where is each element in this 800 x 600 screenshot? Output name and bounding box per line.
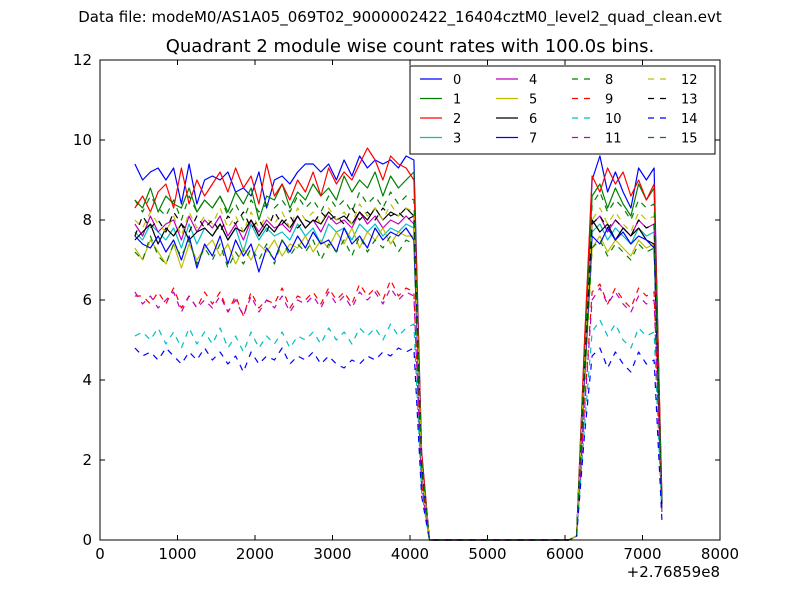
y-tick-label: 0 bbox=[82, 531, 92, 549]
x-tick-label: 3000 bbox=[313, 545, 351, 563]
legend-label-5: 5 bbox=[529, 93, 537, 108]
series-line-1 bbox=[134, 171, 663, 541]
x-tick-label: 6000 bbox=[546, 545, 584, 563]
series-layer bbox=[134, 147, 663, 541]
x-tick-label: 0 bbox=[95, 545, 105, 563]
data-file-title: Data file: modeM0/AS1A05_069T02_90000024… bbox=[78, 8, 722, 26]
x-tick-label: 7000 bbox=[623, 545, 661, 563]
x-offset-label: +2.76859e8 bbox=[627, 563, 720, 581]
y-tick-label: 6 bbox=[82, 291, 92, 309]
x-tick-label: 1000 bbox=[158, 545, 196, 563]
series-line-2 bbox=[134, 147, 663, 541]
series-line-8 bbox=[134, 235, 663, 541]
legend-label-9: 9 bbox=[605, 93, 613, 108]
chart-title: Quadrant 2 module wise count rates with … bbox=[165, 36, 655, 57]
legend-label-2: 2 bbox=[453, 112, 461, 127]
series-line-9 bbox=[134, 279, 663, 541]
legend-box bbox=[409, 65, 716, 155]
series-line-13 bbox=[134, 207, 663, 541]
legend-label-11: 11 bbox=[605, 132, 622, 147]
series-line-14 bbox=[134, 347, 663, 541]
series-line-12 bbox=[134, 203, 663, 541]
y-tick-label: 12 bbox=[73, 51, 92, 69]
legend-label-1: 1 bbox=[453, 93, 461, 108]
x-tick-label: 8000 bbox=[701, 545, 739, 563]
axes-layer: 0 1000 2000 3000 4000 5000 6000 7000 80000246810… bbox=[73, 51, 739, 581]
legend-label-10: 10 bbox=[605, 112, 622, 127]
legend-label-12: 12 bbox=[681, 73, 698, 88]
x-tick-label: 2000 bbox=[236, 545, 274, 563]
y-tick-label: 8 bbox=[82, 211, 92, 229]
y-tick-label: 4 bbox=[82, 371, 92, 389]
legend-label-0: 0 bbox=[453, 73, 461, 88]
legend-label-4: 4 bbox=[529, 73, 537, 88]
y-tick-label: 10 bbox=[73, 131, 92, 149]
x-tick-label: 5000 bbox=[468, 545, 506, 563]
legend-label-6: 6 bbox=[529, 112, 537, 127]
legend-label-8: 8 bbox=[605, 73, 613, 88]
legend-label-3: 3 bbox=[453, 132, 461, 147]
legend-label-7: 7 bbox=[529, 132, 537, 147]
legend-label-15: 15 bbox=[681, 132, 698, 147]
legend-label-13: 13 bbox=[681, 93, 698, 108]
y-tick-label: 2 bbox=[82, 451, 92, 469]
legend-label-14: 14 bbox=[681, 112, 698, 127]
x-tick-label: 4000 bbox=[391, 545, 429, 563]
